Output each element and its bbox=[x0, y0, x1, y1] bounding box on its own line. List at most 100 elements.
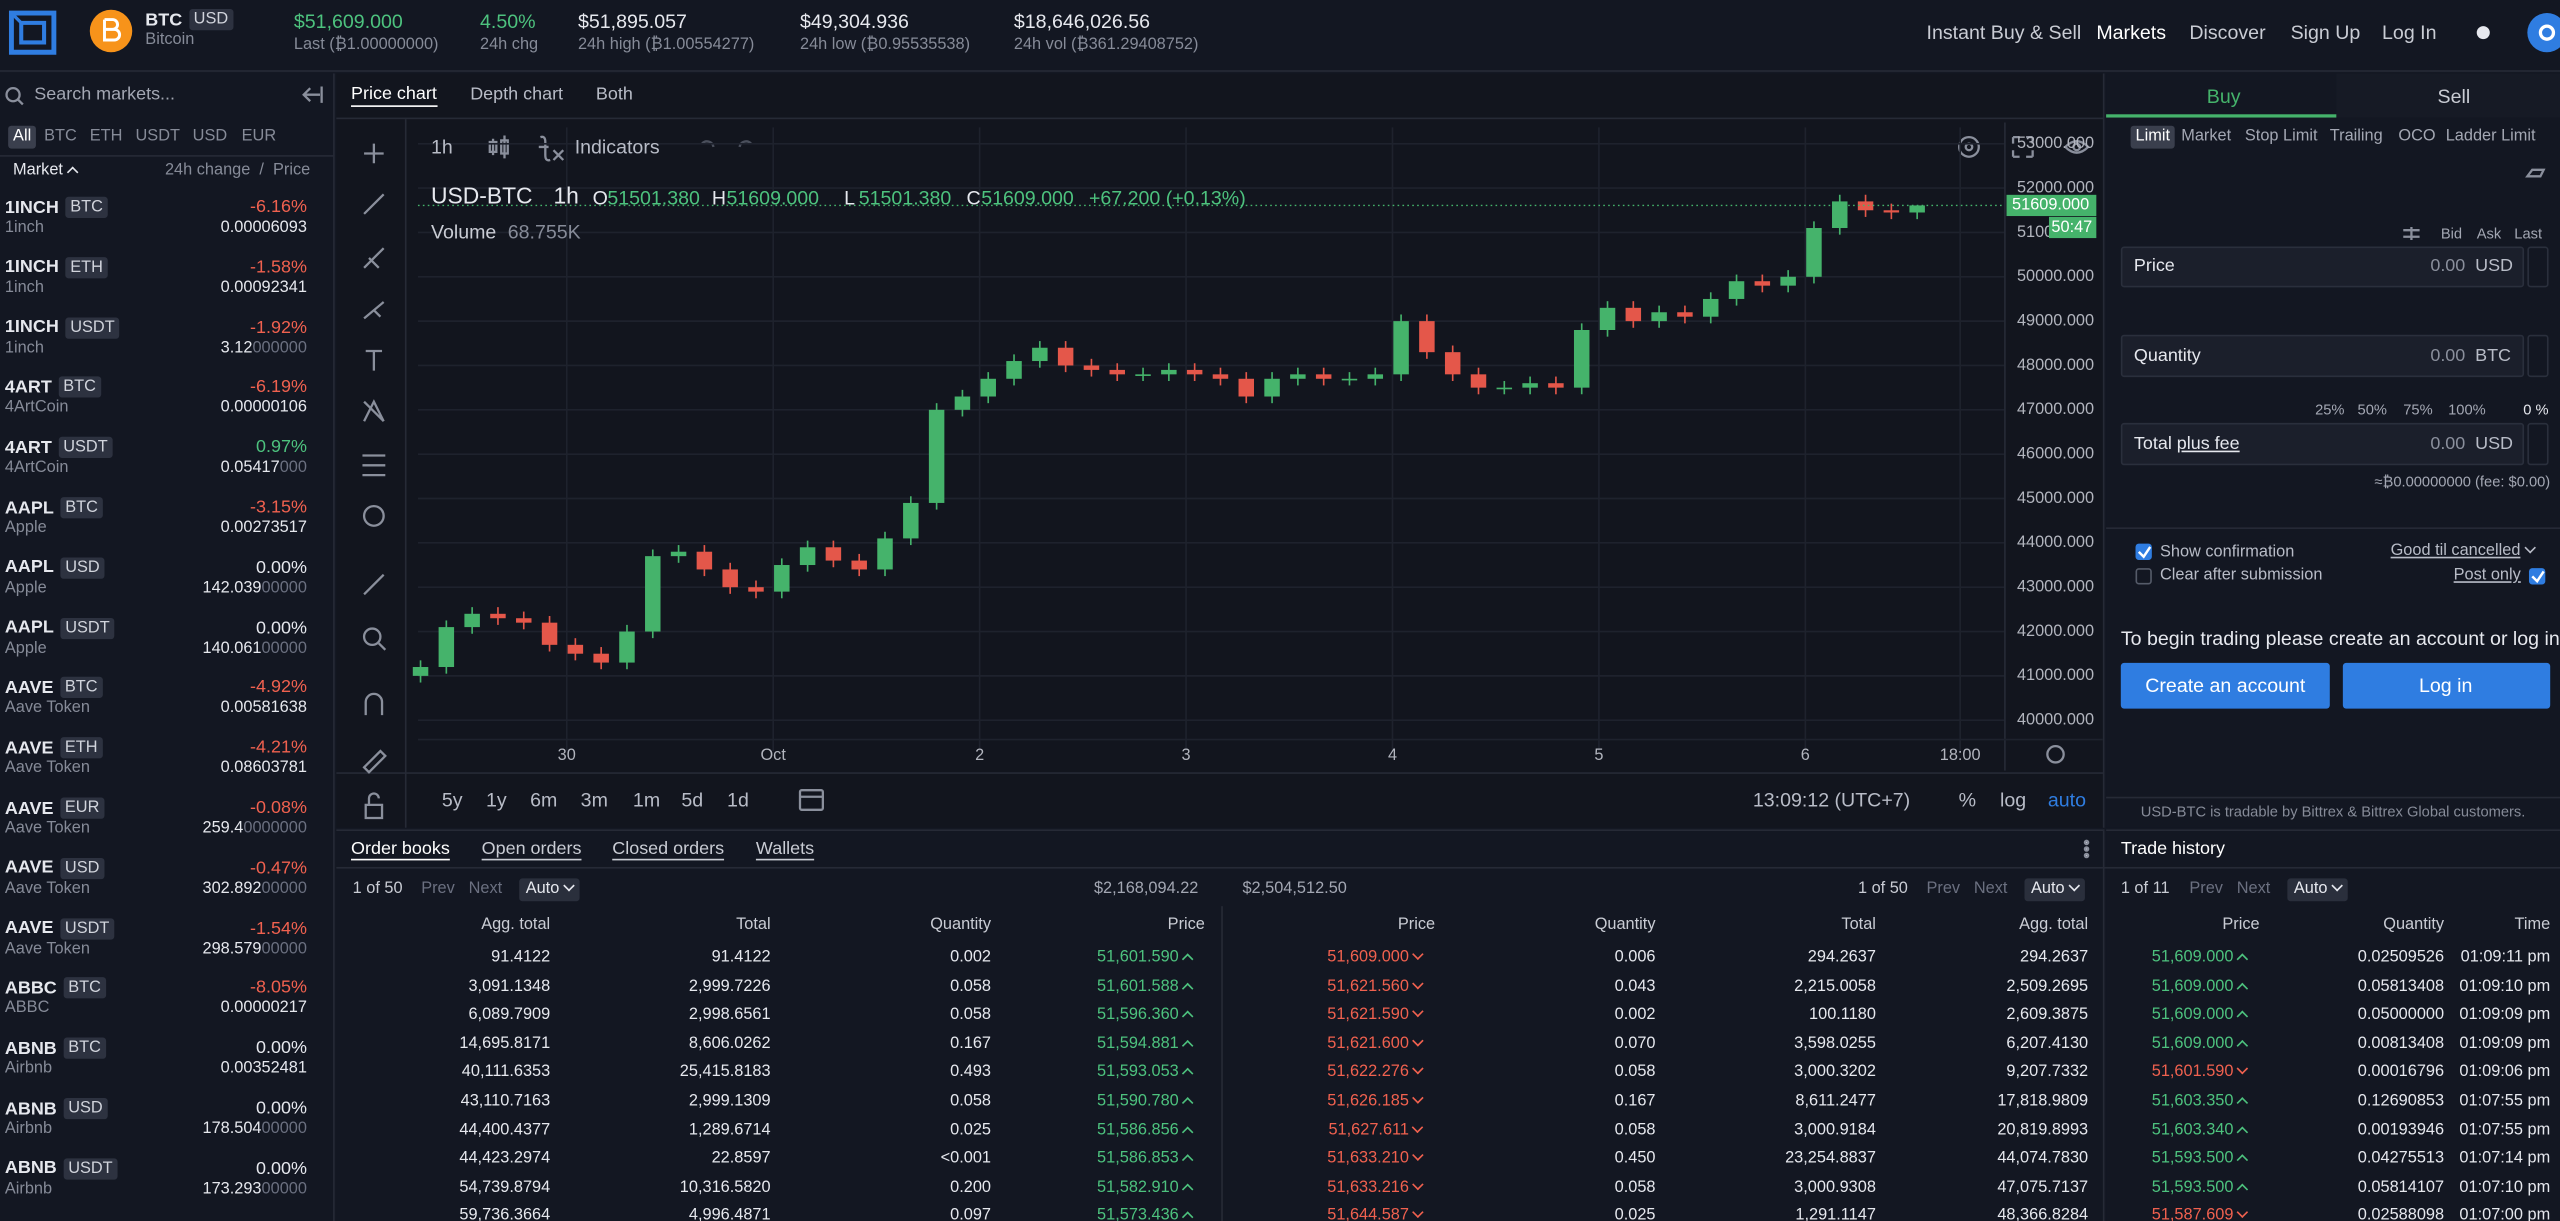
stepper[interactable] bbox=[2527, 422, 2549, 466]
stepper[interactable] bbox=[2527, 334, 2549, 378]
market-symbol[interactable]: AAPL USDT bbox=[5, 617, 115, 639]
checkbox[interactable] bbox=[2135, 568, 2152, 585]
percent-button[interactable]: 75% bbox=[2403, 401, 2433, 418]
market-filter[interactable]: USD bbox=[192, 127, 228, 146]
percent-button[interactable]: 25% bbox=[2315, 401, 2345, 418]
chart-toolbar-icons[interactable] bbox=[488, 135, 2546, 859]
next-button[interactable]: Next bbox=[468, 879, 503, 898]
settings-button[interactable] bbox=[2527, 13, 2560, 53]
quote-badge: USDT bbox=[65, 316, 120, 339]
chart-tab[interactable]: Both bbox=[595, 84, 633, 105]
market-symbol[interactable]: AAPL BTC bbox=[5, 497, 103, 519]
range-button[interactable]: 1y bbox=[485, 788, 507, 812]
range-button[interactable]: 6m bbox=[530, 788, 558, 812]
percent-button[interactable]: 100% bbox=[2448, 401, 2486, 418]
bottom-tab[interactable]: Wallets bbox=[755, 839, 815, 859]
price-source[interactable]: Bid bbox=[2440, 225, 2463, 242]
market-symbol[interactable]: 4ART USDT bbox=[5, 437, 113, 459]
bottom-tab[interactable]: Open orders bbox=[481, 839, 582, 859]
side-tab[interactable]: Buy bbox=[2206, 84, 2241, 108]
market-symbol[interactable]: AAVE BTC bbox=[5, 677, 103, 699]
interval-button[interactable]: 1h bbox=[431, 135, 453, 159]
market-filter[interactable]: BTC bbox=[44, 127, 77, 146]
next-button[interactable]: Next bbox=[2236, 879, 2271, 898]
range-button[interactable]: 5y bbox=[441, 788, 463, 812]
price-source[interactable]: Last bbox=[2514, 225, 2543, 242]
indicators-button[interactable]: Indicators bbox=[574, 135, 660, 159]
ask-cell: 20,819.8993 bbox=[1997, 1120, 2089, 1139]
prev-button[interactable]: Prev bbox=[1926, 879, 1961, 898]
market-symbol[interactable]: 1INCH USDT bbox=[5, 316, 120, 339]
market-symbol[interactable]: ABBC BTC bbox=[5, 977, 106, 1000]
button-label[interactable]: Log in bbox=[2419, 674, 2473, 698]
search-input[interactable]: Search markets... bbox=[34, 84, 176, 105]
time-in-force[interactable]: Good til cancelled bbox=[2391, 540, 2536, 563]
market-name: Aave Token bbox=[4, 759, 90, 778]
checkbox-checked[interactable] bbox=[2528, 568, 2546, 585]
total-input[interactable] bbox=[2120, 422, 2525, 466]
market-symbol[interactable]: ABNB USD bbox=[5, 1097, 108, 1120]
nav-link[interactable]: Markets bbox=[2096, 21, 2167, 45]
bid-cell: 91.4122 bbox=[491, 948, 551, 967]
percent-button[interactable]: 50% bbox=[2357, 401, 2387, 418]
market-symbol[interactable]: ABNB USDT bbox=[5, 1158, 118, 1180]
grouping-select[interactable]: Auto bbox=[2024, 878, 2085, 902]
range-button[interactable]: 5d bbox=[681, 788, 704, 812]
login-button[interactable] bbox=[2342, 662, 2551, 709]
order-type[interactable]: Stop Limit bbox=[2244, 127, 2318, 146]
range-button[interactable]: 1d bbox=[727, 788, 749, 812]
prev-button[interactable]: Prev bbox=[2189, 879, 2223, 898]
divider bbox=[404, 119, 407, 828]
theme-icon[interactable] bbox=[2476, 26, 2490, 40]
bottom-tab[interactable]: Order books bbox=[351, 839, 450, 859]
order-type[interactable]: Trailing bbox=[2329, 127, 2383, 146]
range-button[interactable]: 1m bbox=[632, 788, 661, 812]
range-button[interactable]: 3m bbox=[580, 788, 608, 812]
next-button[interactable]: Next bbox=[1973, 879, 2008, 898]
quantity-input[interactable] bbox=[2120, 334, 2525, 378]
market-symbol[interactable]: AAVE ETH bbox=[5, 737, 103, 759]
bottom-tab[interactable]: Closed orders bbox=[612, 839, 725, 859]
price-digits: 173.293 bbox=[202, 1180, 262, 1199]
order-type[interactable]: Ladder Limit bbox=[2445, 127, 2536, 146]
scale-option[interactable]: log bbox=[1999, 788, 2027, 812]
order-type[interactable]: Market bbox=[2181, 127, 2232, 146]
drawing-tools[interactable] bbox=[362, 143, 387, 820]
market-symbol[interactable]: AAVE EUR bbox=[5, 797, 105, 819]
create-account-button[interactable] bbox=[2120, 662, 2330, 709]
market-symbol[interactable]: AAPL USD bbox=[5, 557, 105, 579]
market-filter[interactable]: EUR bbox=[241, 127, 277, 146]
price-input[interactable] bbox=[2120, 246, 2525, 288]
nav-link[interactable]: Log In bbox=[2382, 21, 2437, 45]
prev-button[interactable]: Prev bbox=[421, 879, 455, 898]
scale-option[interactable]: % bbox=[1958, 788, 1977, 812]
nav-link[interactable]: Instant Buy & Sell bbox=[1926, 21, 2082, 45]
fee-link[interactable]: plus fee bbox=[2176, 434, 2240, 454]
chart-tab[interactable]: Depth chart bbox=[470, 84, 564, 105]
scale-option[interactable]: auto bbox=[2047, 788, 2087, 812]
side-tab[interactable]: Sell bbox=[2437, 84, 2471, 108]
market-symbol[interactable]: 1INCH BTC bbox=[5, 196, 108, 218]
market-symbol[interactable]: 1INCH ETH bbox=[5, 256, 108, 279]
order-type[interactable]: OCO bbox=[2398, 127, 2436, 146]
price-source[interactable]: Ask bbox=[2476, 225, 2502, 242]
sort-header[interactable]: Market bbox=[13, 160, 78, 183]
market-filter[interactable]: All bbox=[8, 125, 37, 149]
button-label[interactable]: Create an account bbox=[2145, 674, 2306, 698]
order-type[interactable]: Limit bbox=[2130, 125, 2175, 149]
nav-link[interactable]: Discover bbox=[2189, 21, 2266, 45]
market-filter[interactable]: ETH bbox=[89, 127, 123, 146]
market-name: Aave Token bbox=[4, 699, 90, 718]
nav-link[interactable]: Sign Up bbox=[2290, 21, 2361, 45]
grouping-select[interactable]: Auto bbox=[2287, 878, 2348, 902]
chart-tab[interactable]: Price chart bbox=[351, 82, 437, 107]
stepper[interactable] bbox=[2527, 246, 2549, 288]
market-symbol[interactable]: ABNB BTC bbox=[5, 1037, 106, 1060]
checkbox-checked[interactable] bbox=[2135, 543, 2152, 560]
grouping-select[interactable]: Auto bbox=[519, 878, 579, 902]
market-symbol[interactable]: 4ART BTC bbox=[5, 376, 101, 399]
collapse-icon[interactable] bbox=[302, 86, 323, 103]
market-symbol[interactable]: AAVE USDT bbox=[5, 917, 115, 939]
market-filter[interactable]: USDT bbox=[135, 127, 180, 146]
market-symbol[interactable]: AAVE USD bbox=[5, 857, 105, 879]
